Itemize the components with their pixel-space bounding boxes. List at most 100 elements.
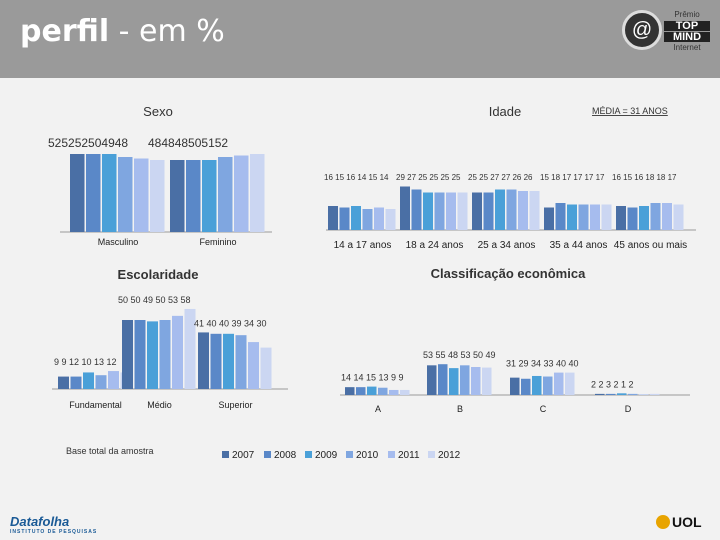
bar xyxy=(482,367,492,395)
data-label: 25 25 27 27 26 26 xyxy=(468,173,533,182)
bar xyxy=(150,160,165,232)
bar xyxy=(616,206,626,230)
bar xyxy=(483,192,494,230)
bar xyxy=(662,203,672,230)
bar xyxy=(248,342,259,389)
bar xyxy=(122,320,133,389)
bar xyxy=(134,158,149,232)
bar xyxy=(554,372,564,395)
bar xyxy=(118,157,133,232)
bar xyxy=(555,203,566,230)
bar xyxy=(565,372,575,395)
bar xyxy=(172,315,183,389)
bar xyxy=(198,332,209,389)
legend-label: 2012 xyxy=(438,450,461,461)
bar xyxy=(374,207,384,230)
legend-swatch xyxy=(222,451,229,458)
category-label: Masculino xyxy=(98,237,139,247)
legend-label: 2011 xyxy=(398,450,420,461)
bar xyxy=(108,371,119,389)
bar xyxy=(544,207,554,230)
bar xyxy=(521,378,531,395)
category-label: 35 a 44 anos xyxy=(550,240,608,251)
bar xyxy=(235,335,247,389)
data-label: 525252504948 xyxy=(48,136,128,150)
category-label: A xyxy=(375,404,381,414)
bar xyxy=(627,207,638,230)
bar xyxy=(210,333,222,389)
bar xyxy=(362,209,373,230)
bar xyxy=(102,154,117,232)
bar xyxy=(518,191,528,230)
category-label: D xyxy=(625,404,632,414)
category-label: B xyxy=(457,404,463,414)
legend-swatch xyxy=(264,451,271,458)
panel-title: Classificação econômica xyxy=(431,266,586,281)
bar xyxy=(427,365,437,395)
bar xyxy=(495,189,505,230)
bar xyxy=(650,393,660,395)
bar xyxy=(389,389,399,395)
bar xyxy=(202,160,217,232)
bar xyxy=(58,376,69,389)
bar xyxy=(438,364,448,395)
bar xyxy=(411,189,422,230)
legend-swatch xyxy=(428,451,435,458)
data-label: 16 15 16 18 18 17 xyxy=(612,173,677,182)
legend-label: 2007 xyxy=(232,450,255,461)
bar xyxy=(184,308,196,389)
data-label: 2 2 3 2 1 2 xyxy=(591,379,634,389)
data-label: 29 27 25 25 25 25 xyxy=(396,173,461,182)
category-label: 45 anos ou mais xyxy=(614,240,687,251)
media-note: MÉDIA = 31 ANOS xyxy=(592,106,668,116)
bar xyxy=(434,192,445,230)
datafolha-logo: Datafolha INSTITUTO DE PESQUISAS xyxy=(10,514,98,535)
legend-label: 2008 xyxy=(274,450,297,461)
category-label: 18 a 24 anos xyxy=(406,240,464,251)
category-label: Feminino xyxy=(199,237,236,247)
data-label: 484848505152 xyxy=(148,136,228,150)
panel-title: Escolaridade xyxy=(118,267,199,282)
base-note: Base total da amostra xyxy=(66,446,154,456)
category-label: 25 a 34 anos xyxy=(478,240,536,251)
bar xyxy=(234,155,249,232)
bar xyxy=(595,393,605,395)
data-label: 31 29 34 33 40 40 xyxy=(506,359,579,369)
bar xyxy=(70,376,82,389)
bar xyxy=(351,206,361,230)
bar xyxy=(400,186,410,230)
bar xyxy=(617,393,627,395)
bar xyxy=(578,204,589,230)
legend-swatch xyxy=(388,451,395,458)
bar xyxy=(460,365,470,395)
bar xyxy=(186,160,201,232)
bar xyxy=(457,192,468,230)
panel-title: Idade xyxy=(489,104,522,119)
page-title: perfil - em % xyxy=(20,14,225,49)
category-label: Fundamental xyxy=(69,400,122,410)
data-label: 50 50 49 50 53 58 xyxy=(118,295,191,305)
bar xyxy=(70,154,85,232)
bar xyxy=(385,209,396,230)
bar xyxy=(472,192,482,230)
bar xyxy=(532,375,542,395)
bar xyxy=(339,207,350,230)
bar xyxy=(423,192,433,230)
bar xyxy=(378,387,388,395)
uol-logo-icon xyxy=(656,515,670,529)
bar xyxy=(400,389,410,395)
bar xyxy=(601,204,612,230)
bar xyxy=(471,367,481,395)
panel-title: Sexo xyxy=(143,104,173,119)
data-label: 53 55 48 53 50 49 xyxy=(423,350,496,360)
bar xyxy=(134,320,146,389)
bar xyxy=(673,204,684,230)
bar xyxy=(328,206,338,230)
bar xyxy=(356,387,366,395)
legend-swatch xyxy=(346,451,353,458)
legend-swatch xyxy=(305,451,312,458)
data-label: 15 18 17 17 17 17 xyxy=(540,173,605,182)
data-label: 41 40 40 39 34 30 xyxy=(194,318,267,328)
bar xyxy=(567,204,577,230)
bar xyxy=(218,157,233,232)
